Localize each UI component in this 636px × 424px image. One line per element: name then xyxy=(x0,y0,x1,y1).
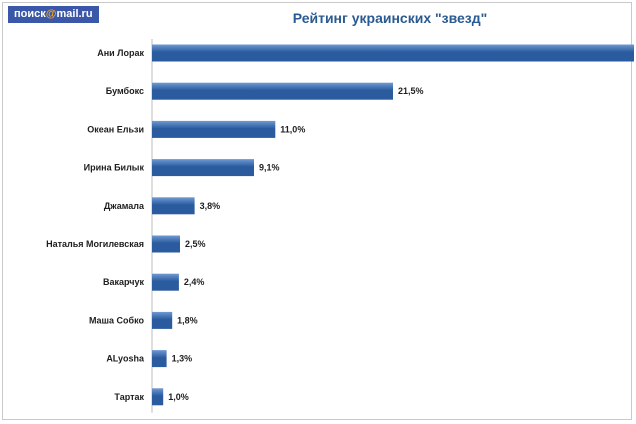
data-label: 21,5% xyxy=(398,86,424,96)
bar xyxy=(152,235,180,253)
category-label: Ани Лорак xyxy=(97,48,144,58)
data-label: 9,1% xyxy=(259,163,280,173)
category-label: Бумбокс xyxy=(106,86,144,96)
data-label: 1,8% xyxy=(177,315,198,325)
bar xyxy=(152,388,164,406)
bar xyxy=(152,273,179,291)
category-label: Наталья Могилевская xyxy=(46,239,144,249)
bar xyxy=(152,197,195,215)
bar xyxy=(152,44,634,62)
data-label: 1,0% xyxy=(168,392,189,402)
category-label: Вакарчук xyxy=(103,277,145,287)
bar xyxy=(152,311,173,329)
data-label: 11,0% xyxy=(280,124,305,134)
data-label: 2,5% xyxy=(185,239,206,249)
chart-title: Рейтинг украинских "звезд" xyxy=(292,10,488,26)
bar xyxy=(152,159,254,177)
category-label: Тартак xyxy=(114,392,144,402)
category-label: Джамала xyxy=(104,201,145,211)
category-label: Маша Собко xyxy=(89,315,145,325)
chart-frame xyxy=(2,2,632,420)
data-label: 3,8% xyxy=(200,201,221,211)
bar xyxy=(152,82,393,100)
category-label: Океан Ельзи xyxy=(87,124,144,134)
category-label: Ирина Билык xyxy=(84,163,145,173)
data-label: 2,4% xyxy=(184,277,205,287)
data-label: 1,3% xyxy=(172,354,193,364)
category-label: ALyosha xyxy=(106,354,145,364)
bar xyxy=(152,350,167,368)
bar xyxy=(152,120,276,138)
mail-ru-logo: поиск@mail.ru xyxy=(8,6,99,23)
